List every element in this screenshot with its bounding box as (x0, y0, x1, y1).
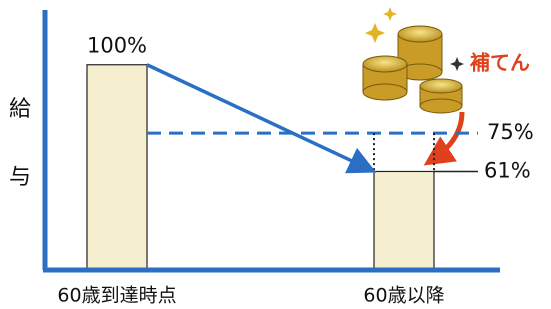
value-label: 100% (87, 34, 147, 58)
supplement-arrow (432, 112, 462, 160)
bar (87, 65, 147, 270)
value-label: 61% (484, 158, 531, 182)
y-axis-label: 与 (9, 165, 31, 190)
coins (363, 7, 464, 113)
y-axis-label: 給 (9, 97, 31, 122)
bar (374, 171, 434, 270)
x-tick-label: 60歳到達時点 (57, 285, 176, 307)
decline-arrow (147, 65, 370, 170)
chart: 補てん 60歳到達時点 60歳以降 給与 75% 100% 61% (0, 0, 551, 309)
reference-label: 75% (487, 120, 534, 144)
x-tick-label: 60歳以降 (363, 285, 444, 307)
annotation: 補てん (469, 51, 530, 75)
